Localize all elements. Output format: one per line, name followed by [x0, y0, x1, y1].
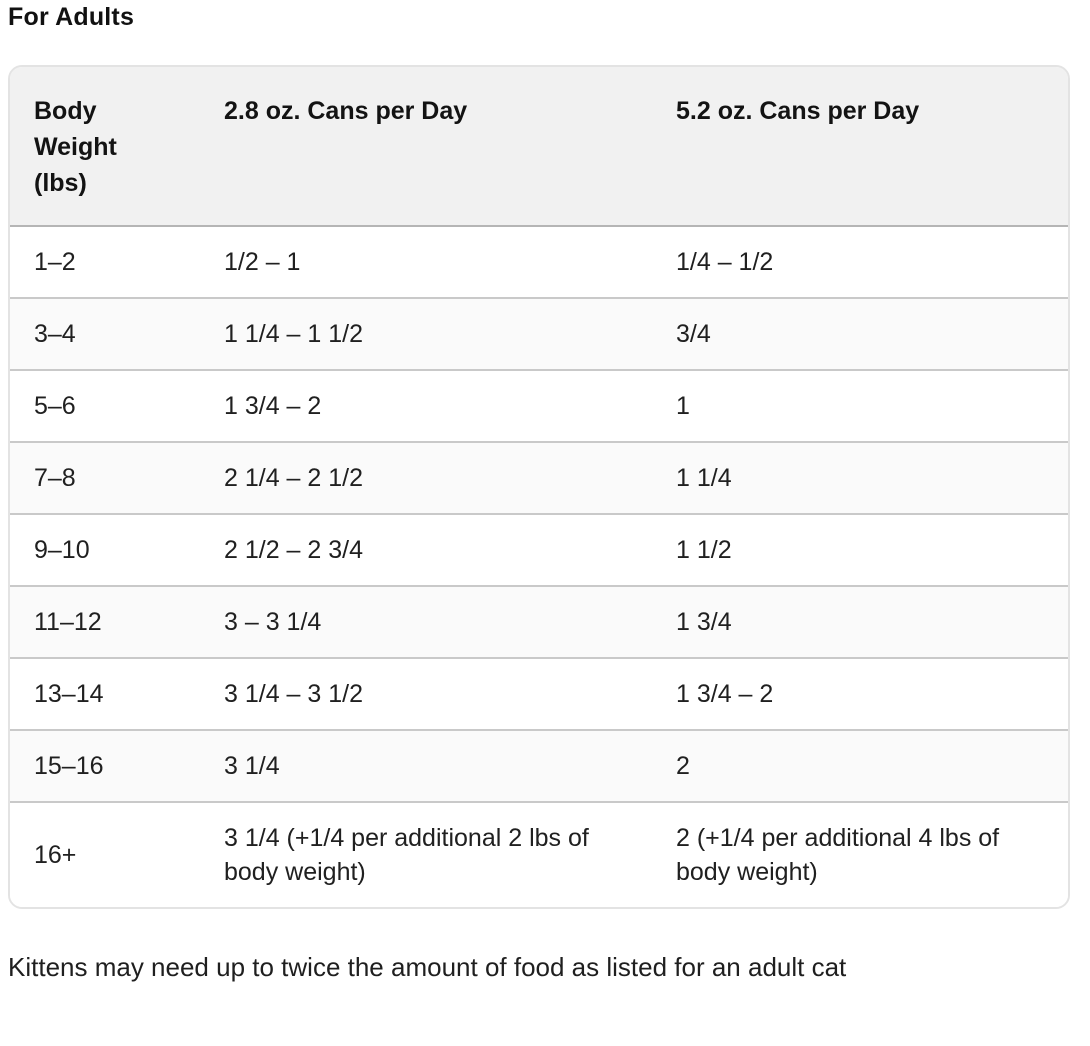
- body-weight-cell: 5–6: [10, 369, 200, 441]
- cans-5-2oz-cell: 1/4 – 1/2: [652, 227, 1068, 297]
- table-row: 15–16 3 1/4 2: [10, 729, 1068, 801]
- header-body-weight: Body Weight (lbs): [10, 67, 200, 227]
- body-weight-cell: 7–8: [10, 441, 200, 513]
- table-row: 1–2 1/2 – 1 1/4 – 1/2: [10, 227, 1068, 297]
- body-weight-cell: 9–10: [10, 513, 200, 585]
- table-row: 16+ 3 1/4 (+1/4 per additional 2 lbs of b…: [10, 801, 1068, 907]
- table-row: 13–14 3 1/4 – 3 1/2 1 3/4 – 2: [10, 657, 1068, 729]
- cans-5-2oz-cell: 1 1/2: [652, 513, 1068, 585]
- cans-5-2oz-cell: 1 3/4 – 2: [652, 657, 1068, 729]
- cans-5-2oz-cell: 2: [652, 729, 1068, 801]
- table-body: 1–2 1/2 – 1 1/4 – 1/2 3–4 1 1/4 – 1 1/2 3/4 5–…: [10, 227, 1068, 907]
- feeding-table-card: Body Weight (lbs) 2.8 oz. Cans per Day 5…: [8, 65, 1070, 909]
- feeding-table: Body Weight (lbs) 2.8 oz. Cans per Day 5…: [10, 67, 1068, 907]
- cans-2-8oz-cell: 1 3/4 – 2: [200, 369, 652, 441]
- table-row: 3–4 1 1/4 – 1 1/2 3/4: [10, 297, 1068, 369]
- body-weight-cell: 16+: [10, 801, 200, 907]
- cans-5-2oz-cell: 2 (+1/4 per additional 4 lbs of body wei…: [652, 801, 1068, 907]
- header-cans-2-8oz: 2.8 oz. Cans per Day: [200, 67, 652, 227]
- table-row: 7–8 2 1/4 – 2 1/2 1 1/4: [10, 441, 1068, 513]
- body-weight-cell: 15–16: [10, 729, 200, 801]
- table-row: 11–12 3 – 3 1/4 1 3/4: [10, 585, 1068, 657]
- table-row: 9–10 2 1/2 – 2 3/4 1 1/2: [10, 513, 1068, 585]
- cans-2-8oz-cell: 2 1/2 – 2 3/4: [200, 513, 652, 585]
- header-row: Body Weight (lbs) 2.8 oz. Cans per Day 5…: [10, 67, 1068, 227]
- cans-2-8oz-cell: 2 1/4 – 2 1/2: [200, 441, 652, 513]
- cans-5-2oz-cell: 3/4: [652, 297, 1068, 369]
- body-weight-cell: 3–4: [10, 297, 200, 369]
- cans-2-8oz-cell: 3 – 3 1/4: [200, 585, 652, 657]
- body-weight-cell: 1–2: [10, 227, 200, 297]
- cans-2-8oz-cell: 3 1/4 – 3 1/2: [200, 657, 652, 729]
- cans-2-8oz-cell: 1 1/4 – 1 1/2: [200, 297, 652, 369]
- header-cans-5-2oz: 5.2 oz. Cans per Day: [652, 67, 1068, 227]
- kitten-footnote: Kittens may need up to twice the amount …: [8, 952, 847, 982]
- section-title: For Adults: [8, 3, 135, 31]
- cans-2-8oz-cell: 3 1/4: [200, 729, 652, 801]
- body-weight-cell: 13–14: [10, 657, 200, 729]
- cans-5-2oz-cell: 1 3/4: [652, 585, 1068, 657]
- cans-5-2oz-cell: 1: [652, 369, 1068, 441]
- cans-2-8oz-cell: 3 1/4 (+1/4 per additional 2 lbs of body…: [200, 801, 652, 907]
- cans-5-2oz-cell: 1 1/4: [652, 441, 1068, 513]
- cans-2-8oz-cell: 1/2 – 1: [200, 227, 652, 297]
- body-weight-cell: 11–12: [10, 585, 200, 657]
